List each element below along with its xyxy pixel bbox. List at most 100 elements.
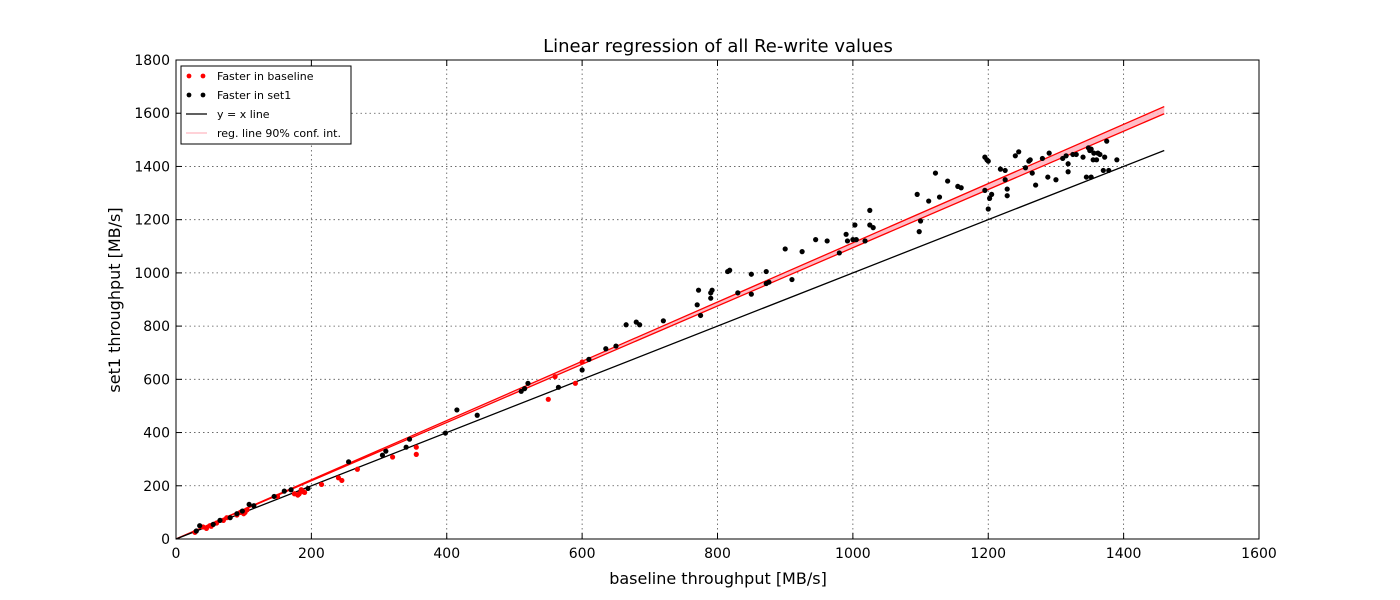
point-faster-in-set1: [474, 412, 480, 418]
y-tick-label: 1600: [134, 106, 170, 122]
point-faster-in-set1: [555, 384, 562, 390]
y-tick-label: 1000: [134, 266, 170, 282]
x-tick-label: 0: [172, 546, 181, 562]
point-faster-in-baseline: [244, 507, 250, 513]
point-faster-in-set1: [799, 249, 805, 255]
point-faster-in-set1: [1093, 157, 1100, 163]
y-tick-label: 1400: [134, 159, 170, 175]
point-faster-in-baseline: [339, 477, 345, 484]
y-tick-label: 800: [143, 319, 170, 335]
legend-marker: [186, 92, 192, 98]
point-faster-in-set1: [748, 291, 754, 297]
point-faster-in-set1: [246, 501, 252, 508]
point-faster-in-set1: [926, 198, 932, 204]
point-faster-in-set1: [525, 380, 531, 386]
point-faster-in-set1: [735, 290, 741, 296]
point-faster-in-set1: [1016, 149, 1022, 155]
grid-lines: [176, 60, 1259, 539]
legend: Faster in baseline Faster in set1 y = x li…: [180, 65, 352, 145]
point-faster-in-set1: [1022, 165, 1029, 171]
y-tick-label: 1200: [134, 213, 170, 229]
x-tick-label: 800: [704, 546, 731, 562]
point-faster-in-set1: [603, 346, 609, 352]
legend-box: [180, 65, 352, 145]
point-faster-in-set1: [748, 271, 754, 277]
x-tick-label: 1200: [970, 546, 1006, 562]
axis-ticks: 0 200 400 600 800 1000 1200 1400 1600 0 200 400 600 8…: [134, 53, 1276, 562]
point-faster-in-set1: [709, 287, 715, 293]
point-faster-in-set1: [251, 503, 257, 509]
y-tick-label: 600: [143, 372, 170, 388]
point-faster-in-set1: [1002, 177, 1008, 183]
reg-upper-line: [175, 105, 1165, 540]
point-faster-in-set1: [442, 430, 448, 436]
point-faster-in-set1: [383, 448, 389, 454]
reference-lines: [175, 149, 1165, 540]
point-faster-in-set1: [613, 343, 619, 349]
point-faster-in-set1: [916, 229, 922, 235]
point-faster-in-set1: [1063, 153, 1069, 159]
point-faster-in-set1: [782, 246, 788, 252]
point-faster-in-set1: [1065, 161, 1071, 167]
point-faster-in-set1: [1004, 193, 1010, 199]
reg-lower-line: [175, 113, 1165, 540]
legend-label: Faster in set1: [217, 89, 291, 102]
point-faster-in-set1: [695, 287, 702, 293]
legend-label: reg. line 90% conf. int.: [217, 127, 341, 140]
point-faster-in-set1: [789, 276, 795, 283]
point-faster-in-set1: [958, 185, 964, 191]
point-faster-in-set1: [637, 322, 643, 328]
point-faster-in-set1: [852, 222, 858, 228]
point-faster-in-set1: [1002, 167, 1008, 174]
point-faster-in-baseline: [572, 380, 578, 386]
point-faster-in-set1: [985, 206, 991, 212]
point-faster-in-set1: [985, 158, 991, 164]
legend-label: Faster in baseline: [217, 70, 314, 83]
chart-title: Linear regression of all Re-write values: [543, 36, 893, 57]
point-faster-in-set1: [1045, 174, 1051, 180]
point-faster-in-set1: [870, 225, 876, 231]
point-faster-in-set1: [1053, 177, 1059, 183]
x-tick-label: 200: [298, 546, 325, 562]
point-faster-in-set1: [1083, 174, 1089, 180]
point-faster-in-set1: [1100, 167, 1106, 174]
x-tick-label: 1400: [1106, 546, 1142, 562]
point-faster-in-set1: [867, 207, 873, 213]
plot-area: 0 200 400 600 800 1000 1200 1400 1600 0 200 400 600 8…: [134, 53, 1276, 562]
point-faster-in-set1: [579, 367, 585, 373]
point-faster-in-set1: [234, 511, 240, 517]
y-tick-label: 1800: [134, 53, 170, 69]
point-faster-in-baseline: [579, 359, 585, 365]
point-faster-in-set1: [987, 195, 993, 201]
x-tick-label: 1000: [835, 546, 871, 562]
point-faster-in-set1: [454, 407, 460, 413]
point-faster-in-set1: [1033, 182, 1039, 188]
point-faster-in-set1: [1102, 154, 1108, 160]
point-faster-in-set1: [197, 523, 203, 529]
legend-marker: [186, 73, 192, 79]
point-faster-in-set1: [727, 267, 733, 273]
point-faster-in-set1: [660, 318, 666, 324]
point-faster-in-set1: [288, 487, 294, 493]
legend-label: y = x line: [217, 108, 270, 121]
point-faster-in-set1: [1012, 153, 1018, 159]
point-faster-in-baseline: [302, 489, 308, 496]
point-faster-in-baseline: [354, 466, 361, 472]
point-faster-in-set1: [271, 493, 277, 500]
point-faster-in-set1: [1088, 146, 1094, 152]
point-faster-in-set1: [862, 238, 868, 244]
x-tick-label: 1600: [1241, 546, 1277, 562]
point-faster-in-set1: [694, 302, 700, 308]
point-faster-in-set1: [917, 218, 924, 224]
legend-marker: [200, 92, 206, 98]
legend-marker: [200, 73, 206, 79]
regression-band: [175, 105, 1165, 540]
point-faster-in-set1: [217, 517, 223, 523]
point-faster-in-set1: [1097, 151, 1103, 158]
y-tick-label: 0: [161, 532, 170, 548]
point-faster-in-baseline: [552, 374, 558, 380]
point-faster-in-set1: [1046, 150, 1052, 156]
x-tick-label: 400: [433, 546, 460, 562]
x-axis-label: baseline throughput [MB/s]: [609, 569, 827, 588]
